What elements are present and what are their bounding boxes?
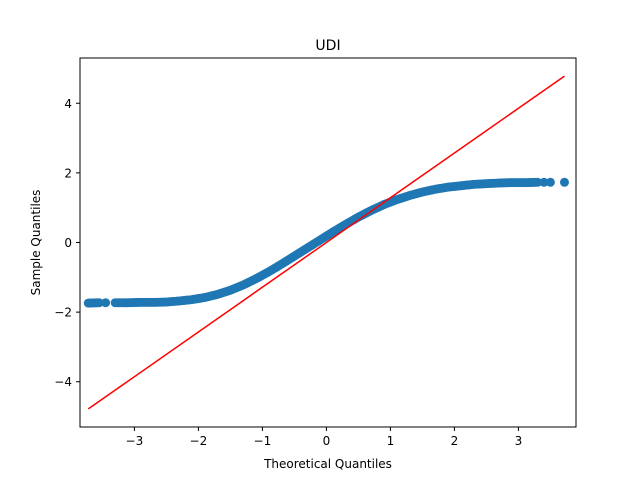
chart-title: UDI [315,38,340,54]
plot-frame [79,57,577,428]
y-tick-label: −4 [54,375,72,389]
y-axis: −4 −2 0 2 4 [54,97,80,389]
data-point [101,298,111,308]
x-tick-label: 3 [515,434,523,448]
x-tick-label: −1 [254,434,272,448]
x-tick-label: 1 [387,434,395,448]
data-point [559,177,569,187]
x-axis: −3 −2 −1 0 1 2 3 [126,427,523,448]
data-point [545,177,555,187]
x-tick-label: 2 [451,434,459,448]
plot-area [83,75,569,410]
y-tick-label: 4 [64,97,72,111]
x-tick-label: −2 [190,434,208,448]
y-tick-label: −2 [54,306,72,320]
data-point [94,298,104,308]
y-axis-label: Sample Quantiles [29,190,43,296]
data-point [533,177,543,187]
data-point [539,177,549,187]
x-tick-label: −3 [126,434,144,448]
x-axis-label: Theoretical Quantiles [263,457,392,471]
y-tick-label: 0 [64,236,72,250]
x-tick-label: 0 [323,434,331,448]
y-tick-label: 2 [64,166,72,180]
reference-line [87,75,565,410]
